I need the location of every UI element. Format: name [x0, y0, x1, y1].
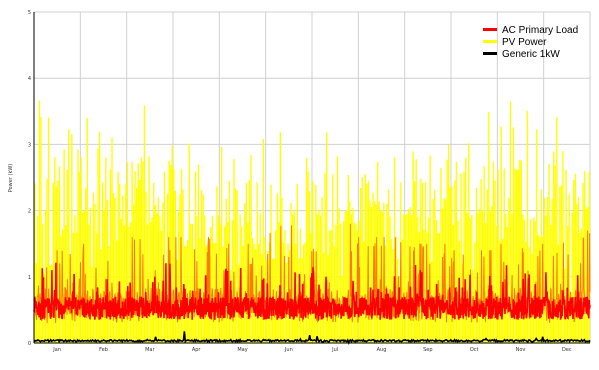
- x-tick-label: Jun: [284, 347, 293, 353]
- x-tick-label: Jan: [52, 347, 61, 353]
- legend-swatch-pv-power: [483, 40, 497, 43]
- ac-primary-load-line: [33, 262, 591, 323]
- legend-label-generic-1kw: Generic 1kW: [502, 49, 560, 60]
- y-tick-label: 5: [28, 10, 31, 16]
- x-tick-label: Aug: [377, 347, 387, 353]
- x-tick-label: Feb: [99, 347, 108, 353]
- x-tick-label: Nov: [516, 347, 526, 353]
- legend-label-pv-power: PV Power: [502, 37, 547, 48]
- x-tick-label: Apr: [192, 347, 202, 353]
- legend-swatch-ac-primary-load: [483, 28, 497, 31]
- x-tick-label: Dec: [562, 347, 572, 353]
- x-tick-label: Jul: [331, 347, 338, 353]
- legend-label-ac-primary-load: AC Primary Load: [502, 25, 578, 36]
- legend: AC Primary Load PV Power Generic 1kW: [483, 25, 578, 60]
- generic-1kw-line: [33, 331, 591, 346]
- y-tick-label: 1: [28, 275, 31, 281]
- y-tick-label: 4: [28, 76, 31, 82]
- y-axis-label: Power (kW): [8, 164, 14, 192]
- y-tick-label: 2: [28, 209, 31, 215]
- y-tick-label: 0: [28, 341, 31, 347]
- y-tick-label: 3: [28, 142, 31, 148]
- series-layer: [33, 100, 591, 346]
- legend-swatch-generic-1kw: [483, 52, 497, 55]
- x-tick-label: Mar: [145, 347, 155, 353]
- axis-layer: 0 1 2 3 4 5 Jan Feb Mar Apr May Jun Jul Aug Sep Oct Nov D…: [28, 10, 590, 353]
- x-tick-label: May: [237, 347, 247, 353]
- x-tick-label: Sep: [423, 347, 432, 353]
- x-tick-label: Oct: [470, 347, 479, 353]
